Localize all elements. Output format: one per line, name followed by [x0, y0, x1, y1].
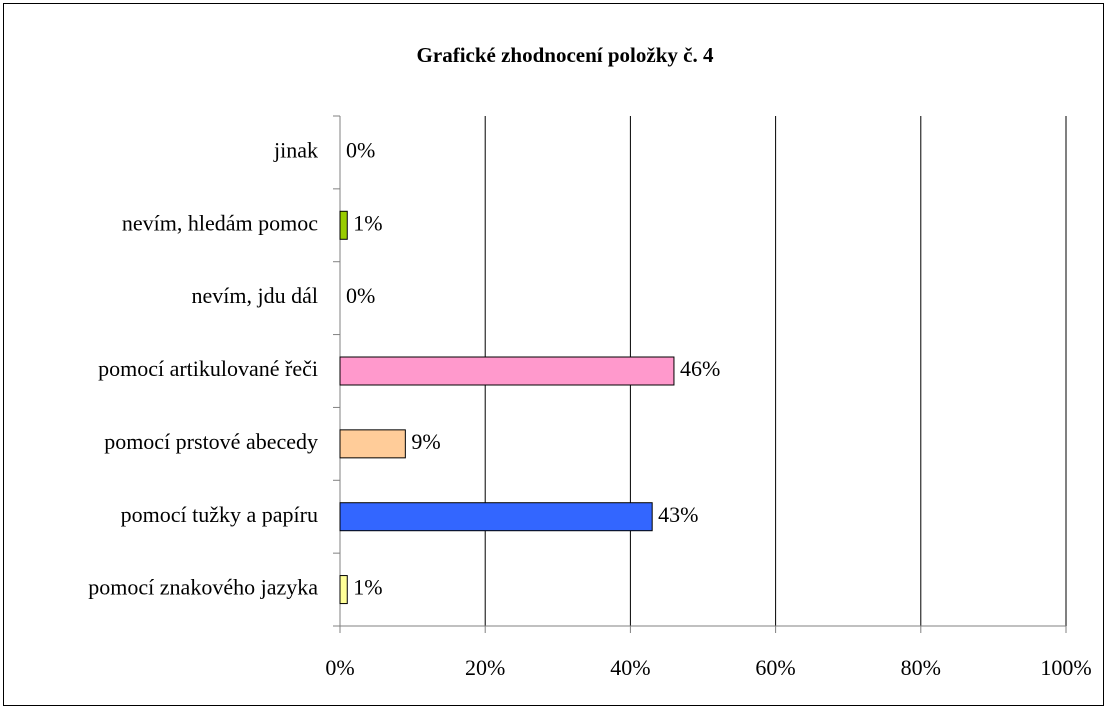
x-tick-label: 100%	[1040, 655, 1091, 680]
chart-frame	[3, 3, 1104, 706]
bar	[339, 210, 348, 240]
bar	[339, 356, 675, 386]
x-tick-label: 60%	[755, 655, 795, 680]
chart-title: Grafické zhodnocení položky č. 4	[417, 43, 714, 67]
value-label: 43%	[658, 502, 698, 527]
y-tick-label: pomocí tužky a papíru	[121, 502, 318, 527]
bar	[339, 502, 653, 532]
bar	[339, 575, 348, 605]
y-tick-label: nevím, jdu dál	[192, 283, 318, 308]
y-tick-label: nevím, hledám pomoc	[122, 210, 318, 235]
bar	[339, 429, 406, 459]
value-label: 46%	[680, 356, 720, 381]
y-tick-label: pomocí prstové abecedy	[104, 429, 318, 454]
value-label: 9%	[411, 429, 440, 454]
y-tick-label: jinak	[273, 137, 318, 162]
y-tick-label: pomocí artikulované řeči	[98, 356, 318, 381]
value-label: 0%	[346, 283, 375, 308]
x-tick-label: 80%	[901, 655, 941, 680]
x-tick-label: 20%	[465, 655, 505, 680]
x-tick-label: 40%	[610, 655, 650, 680]
value-label: 1%	[353, 210, 382, 235]
y-tick-label: pomocí znakového jazyka	[88, 575, 318, 600]
value-label: 1%	[353, 575, 382, 600]
value-label: 0%	[346, 137, 375, 162]
x-tick-label: 0%	[325, 655, 354, 680]
